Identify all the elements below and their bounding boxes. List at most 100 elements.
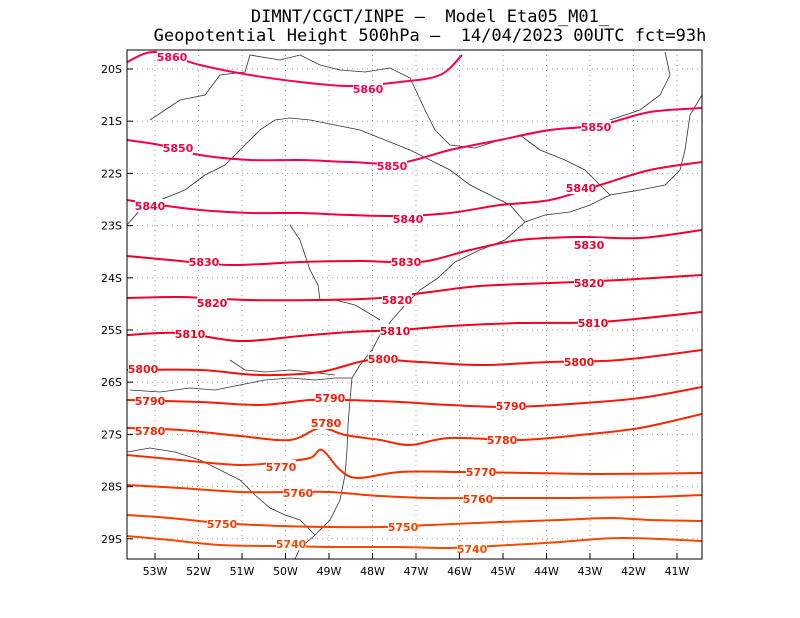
contour-label: 5790 [315,392,346,405]
contour-label-bg [574,276,604,289]
contour-label-bg [135,424,165,437]
axis-ticks [127,68,678,559]
contour-label-bg [353,82,383,95]
contour-label: 5840 [566,182,597,195]
contour-line-5810 [127,311,702,343]
contour-label-bg [380,324,410,337]
contour-label-bg [135,394,165,407]
state-border-3 [289,224,381,321]
contour-label-bg [457,542,487,555]
contour-label: 5750 [388,521,419,534]
state-border-4 [129,377,352,393]
contour-label: 5820 [197,297,228,310]
contour-label-bg [276,537,306,550]
map-title-line2: Geopotential Height 500hPa – 14/04/2023 … [153,26,707,46]
contour-label-bg [581,120,611,133]
contour-label: 5860 [157,51,188,64]
contour-label-bg [382,293,412,306]
lon-label: 43W [578,565,603,578]
lon-label: 53W [143,565,168,578]
contour-label: 5840 [135,200,166,213]
contour-label: 5860 [353,83,384,96]
contour-label: 5820 [382,294,413,307]
lon-label: 49W [317,565,342,578]
lat-label: 20S [101,63,122,76]
contour-label-bg [175,327,205,340]
contour-label-bg [135,199,165,212]
contour-label-bg [163,141,193,154]
contour-label: 5820 [574,277,605,290]
contour-line-5800 [127,349,702,377]
state-border-7 [519,134,611,196]
contour-label: 5790 [135,395,166,408]
lat-label: 27S [101,428,122,441]
contour-label-bg [487,433,517,446]
contour-label-bg [157,50,187,63]
state-border-5 [127,447,316,536]
contour-label: 5850 [581,121,612,134]
contour-line-5760 [127,484,702,500]
contour-label-bg [283,486,313,499]
contour-line-5850 [127,107,702,165]
lat-label: 23S [101,220,122,233]
contour-label-bg [578,316,608,329]
lat-label: 24S [101,272,122,285]
contour-label-bg [388,520,418,533]
contour-label: 5810 [175,328,206,341]
contour-label-bg [315,391,345,404]
contour-label: 5800 [128,363,159,376]
contour-label: 5740 [457,543,488,556]
contour-label-bg [189,255,219,268]
contour-label: 5810 [380,325,411,338]
contour-line-5740 [127,535,702,550]
latitude-labels: 20S 21S 22S 23S 24S 25S 26S 27S 28S 29S [101,63,122,546]
state-border-2 [127,117,526,226]
contour-label-bg [393,212,423,225]
contour-label-bg [463,492,493,505]
contour-label: 5760 [463,493,494,506]
map-title-line1: DIMNT/CGCT/INPE – Model Eta05_M01_ [250,7,610,27]
lat-label: 29S [101,533,122,546]
contour-label: 5800 [368,353,399,366]
contour-label: 5830 [574,239,605,252]
contour-label: 5780 [487,434,518,447]
contour-label-bg [368,352,398,365]
contour-label-bg [128,362,158,375]
contour-label: 5800 [564,356,595,369]
lon-label: 52W [186,565,211,578]
contour-label-bg [207,517,237,530]
lat-label: 21S [101,115,122,128]
contour-label-bg [566,181,596,194]
lon-label: 51W [230,565,255,578]
contour-label: 5770 [466,466,497,479]
lat-label: 26S [101,376,122,389]
contour-line-5780 [127,413,702,447]
lon-label: 50W [273,565,298,578]
map-frame [126,49,703,560]
contour-label-bg [377,159,407,172]
contour-label-bg [197,296,227,309]
contour-label-bg [496,399,526,412]
contour-label-bg [466,465,496,478]
contour-label: 5810 [578,317,609,330]
contour-label: 5850 [163,142,194,155]
lon-label: 41W [665,565,690,578]
contour-label-bg [266,460,296,473]
contour-label: 5790 [496,400,527,413]
lon-label: 47W [404,565,429,578]
contour-label-bg [564,355,594,368]
lon-label: 44W [534,565,559,578]
contour-label: 5760 [283,487,314,500]
contour-label-bg [311,416,341,429]
contour-label: 5750 [207,518,238,531]
contour-label: 5840 [393,213,424,226]
contour-label: 5850 [377,160,408,173]
contour-line-5790 [127,386,702,409]
lon-label: 48W [360,565,385,578]
contour-labels: 5860 5860 5850 5850 5850 5840 5840 5840 5830 5830… [128,50,612,556]
lon-label: 46W [447,565,472,578]
contour-line-5770 [127,448,702,480]
lon-label: 45W [491,565,516,578]
contour-label: 5830 [391,256,422,269]
